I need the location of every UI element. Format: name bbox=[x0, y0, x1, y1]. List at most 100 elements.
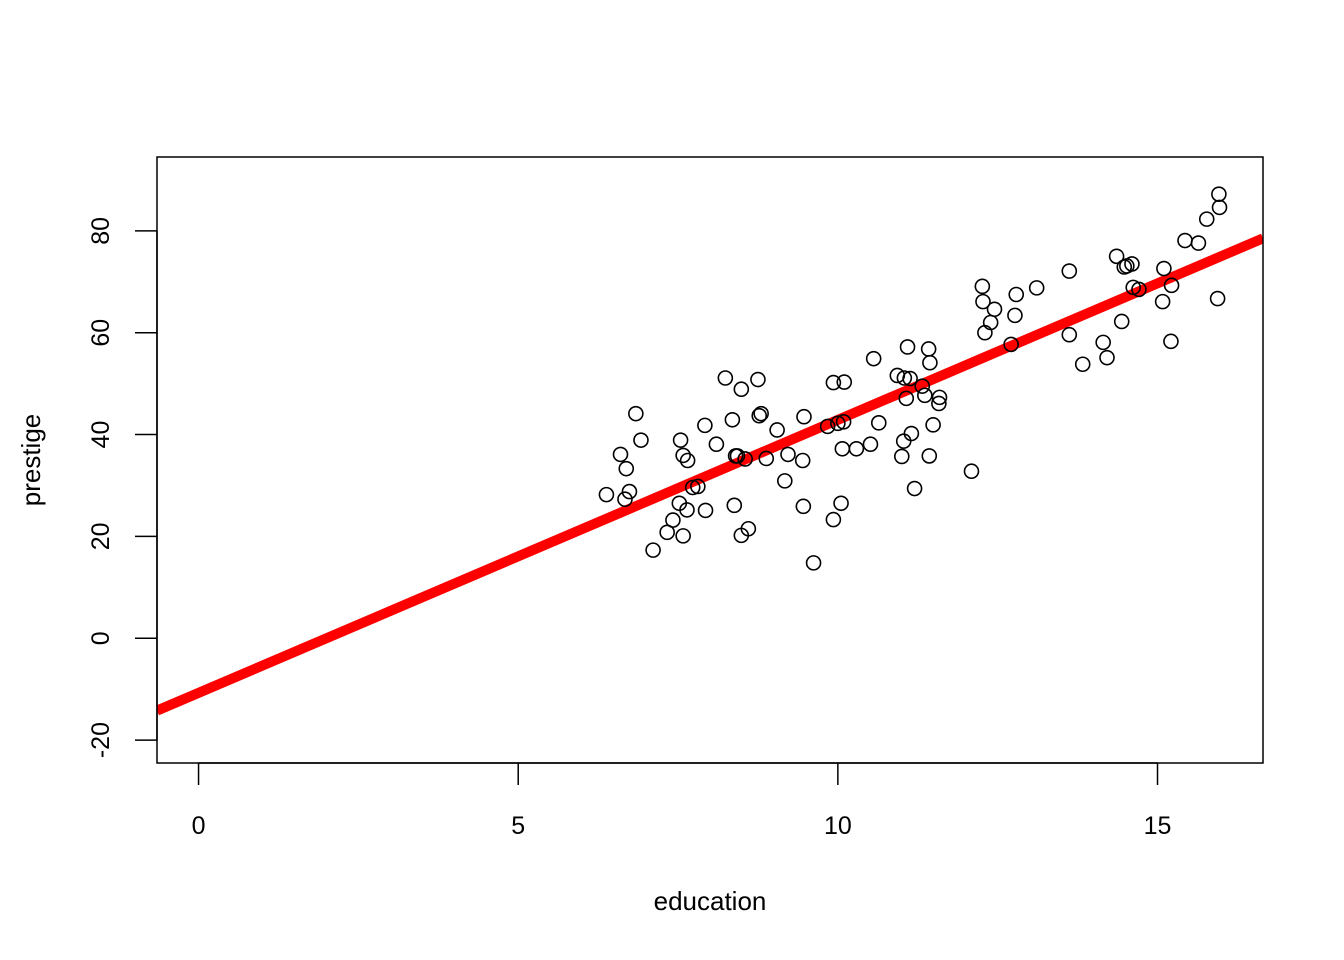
data-point bbox=[1131, 281, 1147, 298]
regression-line-layer bbox=[157, 233, 1263, 716]
y-tick-label: 60 bbox=[87, 319, 115, 347]
data-point bbox=[921, 448, 938, 464]
data-point bbox=[1211, 199, 1228, 216]
data-point bbox=[758, 450, 775, 467]
data-point bbox=[902, 370, 918, 387]
data-point bbox=[1028, 280, 1045, 296]
data-point bbox=[1074, 356, 1091, 373]
data-point bbox=[805, 555, 822, 571]
data-point bbox=[737, 451, 753, 467]
data-point bbox=[982, 314, 999, 331]
data-point bbox=[697, 417, 713, 434]
x-tick-label: 10 bbox=[824, 812, 852, 840]
data-point bbox=[898, 390, 915, 407]
data-point bbox=[1008, 286, 1025, 303]
data-point bbox=[690, 478, 706, 495]
data-point bbox=[835, 414, 852, 430]
data-point bbox=[729, 448, 746, 464]
data-point bbox=[780, 446, 796, 463]
data-point bbox=[697, 502, 714, 519]
data-point bbox=[621, 483, 638, 500]
data-point bbox=[675, 447, 691, 464]
data-point bbox=[862, 436, 879, 453]
data-point bbox=[628, 405, 644, 422]
axis-ticks: 0 5 10 15 -20 0 20 40 60 80 bbox=[87, 217, 1171, 840]
data-point bbox=[925, 417, 941, 433]
data-point bbox=[865, 350, 882, 367]
data-point bbox=[819, 418, 836, 435]
y-axis-label: prestige bbox=[16, 414, 46, 507]
data-point bbox=[848, 440, 865, 457]
data-point bbox=[769, 422, 785, 438]
data-point bbox=[963, 463, 980, 480]
data-point bbox=[679, 452, 696, 469]
data-point bbox=[906, 480, 923, 497]
data-point bbox=[1124, 256, 1140, 272]
y-tick-label: 20 bbox=[87, 522, 115, 550]
y-tick-label: -20 bbox=[87, 722, 115, 758]
data-point bbox=[750, 371, 766, 388]
data-point bbox=[833, 495, 849, 512]
data-point bbox=[986, 301, 1003, 318]
data-point bbox=[1154, 293, 1171, 310]
data-point bbox=[1099, 349, 1115, 366]
data-point bbox=[834, 440, 851, 457]
data-points bbox=[598, 186, 1228, 571]
data-point bbox=[679, 502, 695, 518]
data-point bbox=[665, 512, 681, 528]
data-point bbox=[1108, 248, 1125, 265]
data-point bbox=[1007, 307, 1023, 324]
data-point bbox=[920, 341, 937, 357]
data-point bbox=[975, 293, 991, 310]
data-point bbox=[1198, 211, 1215, 227]
data-point bbox=[903, 425, 920, 442]
data-point bbox=[931, 389, 948, 406]
data-point bbox=[675, 528, 691, 544]
data-point bbox=[922, 354, 938, 371]
data-point bbox=[1163, 277, 1180, 294]
data-point bbox=[733, 381, 750, 398]
regression-line bbox=[157, 233, 1263, 716]
data-point bbox=[612, 446, 629, 463]
data-point bbox=[1211, 186, 1227, 202]
data-point bbox=[753, 405, 769, 422]
data-point bbox=[914, 378, 931, 394]
x-tick-label: 0 bbox=[192, 812, 206, 840]
data-point bbox=[1113, 313, 1130, 330]
data-point bbox=[1003, 336, 1019, 353]
data-point bbox=[617, 491, 633, 508]
data-point bbox=[931, 395, 947, 412]
data-point bbox=[836, 374, 853, 390]
data-point bbox=[1163, 333, 1179, 350]
data-point bbox=[1190, 235, 1207, 251]
data-point bbox=[717, 370, 734, 386]
x-tick-label: 5 bbox=[511, 812, 525, 840]
data-point bbox=[796, 408, 812, 425]
data-point bbox=[895, 433, 912, 449]
data-point bbox=[1061, 263, 1078, 279]
plot-frame bbox=[156, 156, 1264, 764]
data-point bbox=[618, 460, 635, 477]
data-point bbox=[708, 436, 725, 453]
data-point bbox=[776, 473, 793, 489]
data-point bbox=[598, 486, 615, 503]
x-axis-label: education bbox=[654, 886, 767, 916]
data-point bbox=[896, 370, 913, 386]
y-tick-label: 80 bbox=[87, 217, 115, 245]
data-point bbox=[740, 520, 757, 537]
data-point bbox=[977, 324, 993, 341]
data-point bbox=[795, 498, 812, 515]
data-point bbox=[893, 448, 910, 465]
data-point bbox=[633, 432, 649, 448]
data-point bbox=[825, 374, 842, 391]
data-point bbox=[830, 415, 846, 432]
data-point bbox=[825, 511, 842, 528]
data-point bbox=[899, 339, 916, 355]
data-point bbox=[726, 497, 743, 514]
data-point bbox=[684, 479, 701, 496]
data-point bbox=[870, 415, 887, 431]
data-point bbox=[724, 411, 741, 428]
data-point bbox=[1209, 290, 1226, 307]
data-point bbox=[645, 542, 661, 558]
